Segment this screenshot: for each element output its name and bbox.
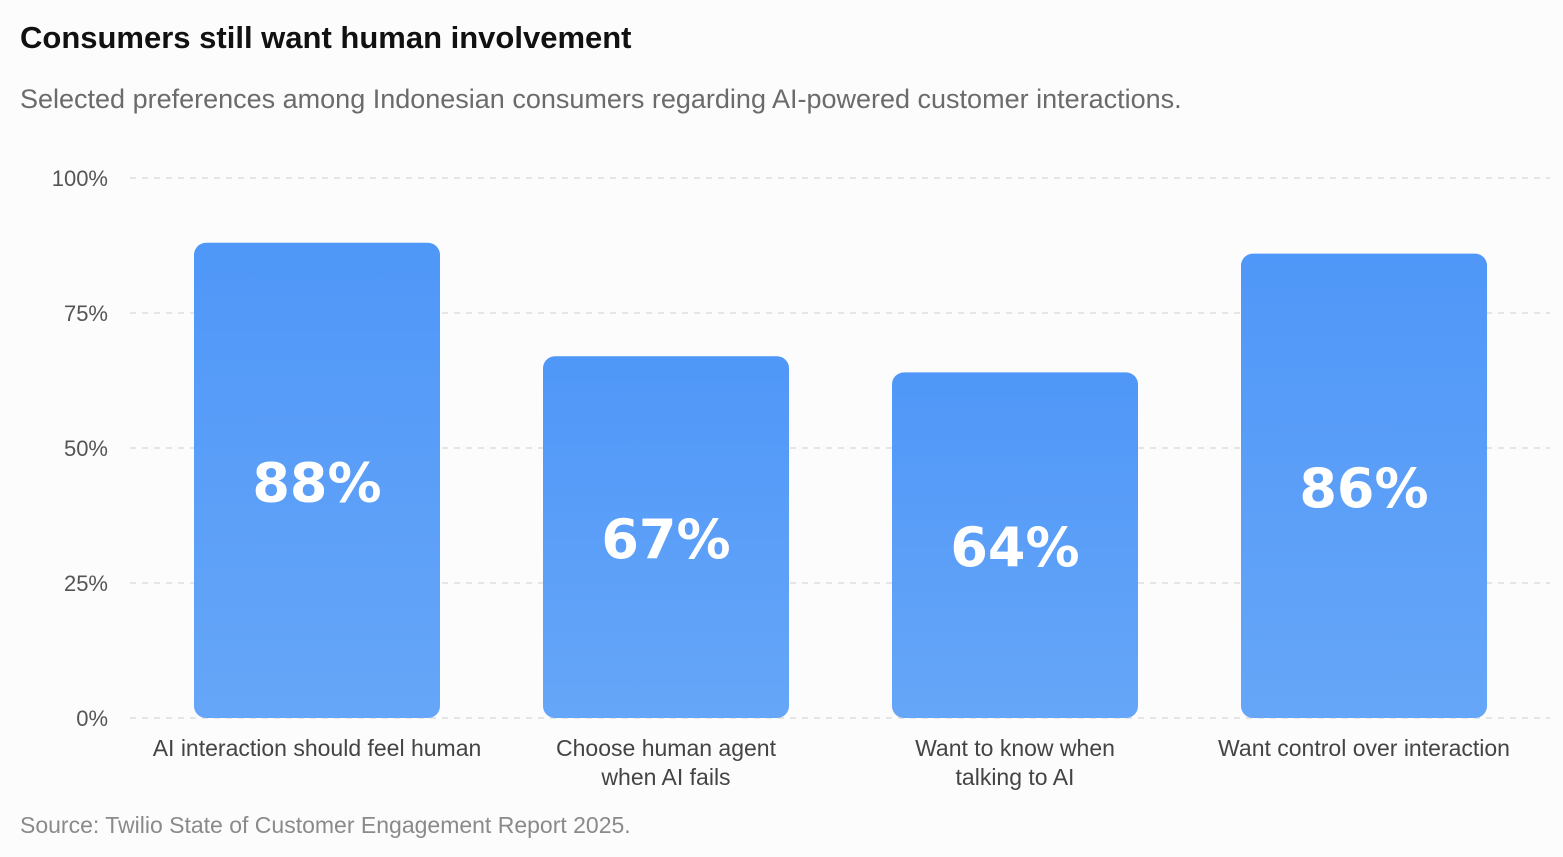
bar [892, 372, 1138, 718]
bars [194, 242, 1487, 719]
y-tick-label: 25% [64, 571, 108, 596]
category-label: Want to know when talking to AI [915, 735, 1115, 790]
data-label: 64% [950, 516, 1079, 579]
data-label: 86% [1299, 457, 1428, 520]
y-tick-label: 50% [64, 436, 108, 461]
category-label: AI interaction should feel human [153, 735, 482, 761]
x-axis-labels: AI interaction should feel human Choose h… [153, 735, 1510, 790]
chart-title: Consumers still want human involvement [20, 20, 632, 55]
bar [1241, 253, 1487, 718]
data-labels: 88% 67% 64% 86% [252, 451, 1428, 579]
y-tick-label: 75% [64, 301, 108, 326]
bar [194, 242, 440, 719]
data-label: 88% [252, 451, 381, 514]
category-label: Choose human agent when AI fails [556, 735, 777, 790]
y-tick-label: 0% [76, 706, 108, 731]
source-note: Source: Twilio State of Customer Engagem… [20, 812, 631, 838]
y-tick-label: 100% [52, 166, 108, 191]
category-label: Want control over interaction [1218, 735, 1510, 761]
bar-chart: 0% 25% 50% 75% 100% 88% 67% 64% 86% AI interact… [52, 166, 1550, 790]
y-axis-ticks: 0% 25% 50% 75% 100% [52, 166, 108, 731]
data-label: 67% [601, 508, 730, 571]
chart-subtitle: Selected preferences among Indonesian co… [20, 84, 1182, 114]
grid-lines [130, 177, 1550, 719]
bar [543, 356, 789, 718]
